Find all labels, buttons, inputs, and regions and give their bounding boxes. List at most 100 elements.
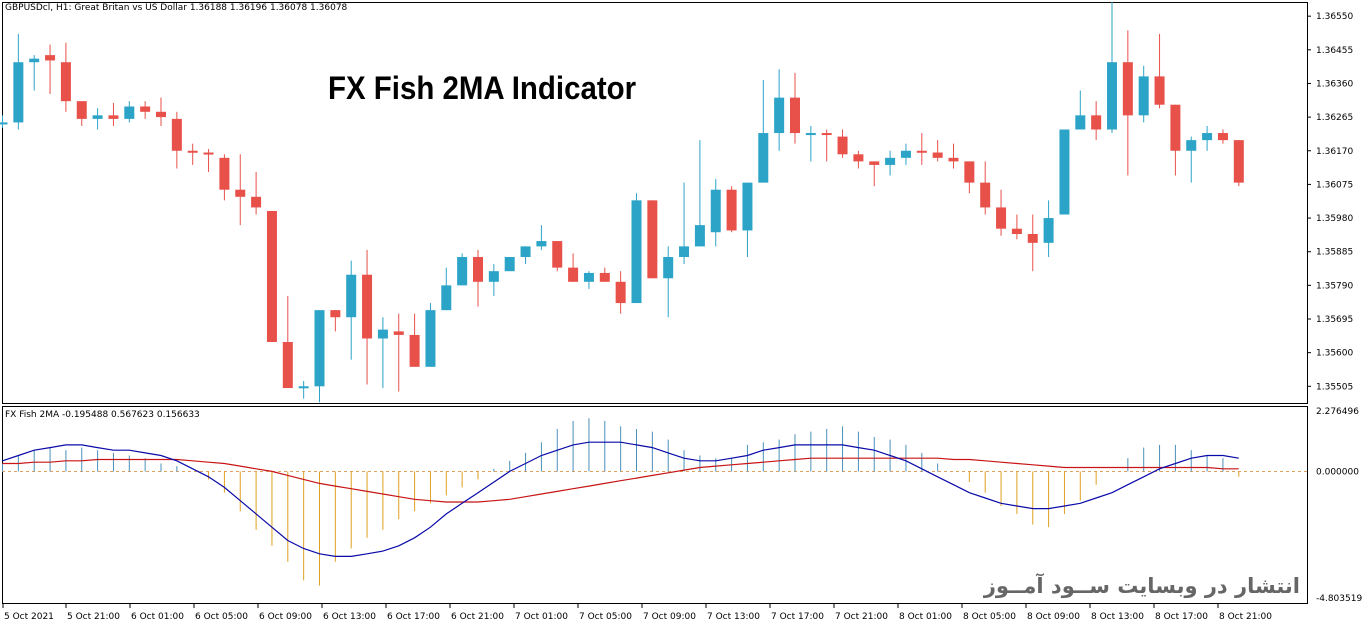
candle-body [441,285,452,311]
time-axis-label: 8 Oct 09:00 [1027,612,1080,622]
price-axis-label: 1.35885 [1316,248,1353,258]
candle-body [488,271,499,282]
price-axis-label: 1.35600 [1316,349,1353,359]
candle-body [758,133,769,183]
candle-body [362,274,373,339]
fisher-line-blue [2,441,1239,558]
price-axis-label: 1.35505 [1316,382,1353,392]
indicator-info: FX Fish 2MA -0.195488 0.567623 0.156633 [5,410,200,420]
candle-body [774,97,785,134]
indicator-axis-label: 0.000000 [1316,467,1359,477]
candle-body [251,196,262,208]
chart-title: FX Fish 2MA Indicator [328,70,637,106]
candle-body [726,189,737,231]
price-axis-label: 1.36075 [1316,180,1353,190]
candle-body [298,386,309,389]
candle-body [520,246,531,258]
indicator-axis-label: -4.803519 [1316,594,1362,604]
time-axis-label: 7 Oct 21:00 [835,612,888,622]
candle-body [1202,133,1213,141]
candle-body [457,257,468,286]
candle-body [1075,115,1086,130]
candle-body [821,133,832,136]
candle-body [425,310,436,367]
candle-body [964,161,975,183]
candle-body [1170,104,1181,151]
candle-body [536,241,547,247]
time-axis-label: 7 Oct 09:00 [643,612,696,622]
candle-body [710,189,721,233]
price-axis-label: 1.36455 [1316,46,1353,56]
time-axis-label: 6 Oct 17:00 [387,612,440,622]
time-axis-label: 8 Oct 01:00 [899,612,952,622]
watermark-text: انتشار در وبسایت ســود آمــوز [983,574,1300,598]
time-axis-label: 6 Oct 09:00 [259,612,312,622]
time-axis-label: 5 Oct 2021 [4,612,54,622]
time-axis-label: 7 Oct 05:00 [579,612,632,622]
candle-body [13,62,24,123]
candle-body [282,342,293,389]
price-axis-label: 1.36265 [1316,113,1353,123]
candle-body [615,281,626,304]
price-axis-label: 1.35980 [1316,214,1353,224]
candle-body [203,152,214,155]
candle-body [1107,62,1117,130]
price-axis-label: 1.36550 [1316,12,1353,22]
candle-body [266,210,277,343]
candle-body [377,329,388,339]
candle-body [885,157,896,165]
candle-body [171,118,182,151]
candle-body [1122,62,1133,116]
price-axis-label: 1.35695 [1316,315,1353,325]
candle-body [219,157,230,190]
candle-body [869,161,880,165]
candle-body [409,334,420,367]
candle-body [916,150,927,153]
candle-body [1154,76,1165,105]
candle-body [1011,228,1022,234]
candle-body [235,189,246,197]
time-axis-label: 8 Oct 21:00 [1219,612,1272,622]
candle-body [0,122,8,125]
indicator-pane-frame [2,406,1308,604]
time-axis-label: 7 Oct 13:00 [707,612,760,622]
price-axis-label: 1.36360 [1316,79,1353,89]
candle-body [314,310,325,387]
candle-body [140,106,151,112]
time-axis-label: 6 Oct 13:00 [323,612,376,622]
candle-body [631,200,642,304]
candle-body [647,200,658,279]
time-axis-label: 8 Oct 05:00 [963,612,1016,622]
candle-body [1043,218,1054,243]
main-pane-frame [2,2,1308,404]
candle-body [996,207,1007,229]
candle-body [679,246,690,258]
indicator-axis-label: 2.276496 [1316,407,1359,417]
candle-body [393,331,404,335]
time-axis-label: 6 Oct 21:00 [451,612,504,622]
candle-body [805,133,816,136]
time-axis-label: 6 Oct 05:00 [195,612,248,622]
time-axis-label: 7 Oct 01:00 [515,612,568,622]
candle-body [124,106,135,119]
candle-body [108,115,119,119]
candle-body [187,150,198,153]
candle-body [156,111,166,118]
candle-body [742,182,753,231]
candle-body [1233,140,1244,183]
candle-body [1091,115,1102,130]
candle-body [790,97,800,134]
time-axis-label: 5 Oct 21:00 [67,612,120,622]
candle-body [60,62,71,102]
time-axis-label: 6 Oct 01:00 [131,612,184,622]
candle-body [1217,133,1228,141]
time-axis-label: 8 Oct 13:00 [1091,612,1144,622]
candle-body [1186,140,1197,151]
candle-body [330,310,341,318]
candle-body [1059,129,1070,215]
time-axis-label: 7 Oct 17:00 [771,612,824,622]
candle-body [900,150,911,158]
candle-body [346,274,357,318]
